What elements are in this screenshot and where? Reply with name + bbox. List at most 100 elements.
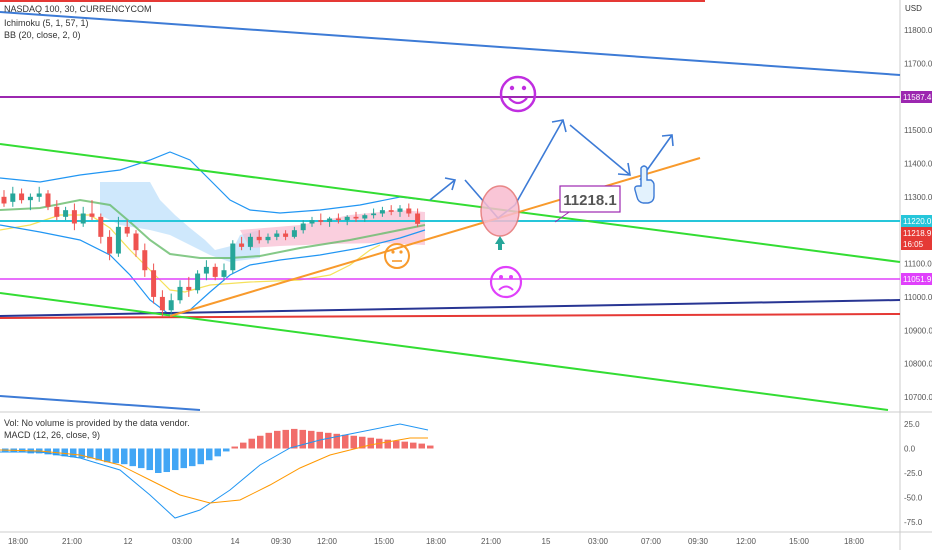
macd-bar [146,448,153,471]
macd-bar [410,442,417,449]
candle-body [335,218,341,221]
time-tick-label: 03:00 [588,537,609,546]
price-badge [901,91,932,103]
candle-body [27,196,33,201]
macd-bar [214,448,221,457]
green-up-arrow-icon [495,236,505,250]
price-badge-label: 11218.9 [903,229,932,238]
candle-body [221,270,227,277]
candle-body [212,266,218,277]
candle-body [54,206,60,217]
macd-bar [180,448,187,469]
macd-bar [223,448,230,452]
macd-tick-label: -25.0 [904,469,923,478]
price-badge [901,215,932,227]
macd-bar [104,448,111,463]
ichimoku-legend[interactable]: Ichimoku (5, 1, 57, 1) [4,18,89,28]
macd-bar [129,448,136,467]
macd-bar [163,448,170,473]
symbol-legend[interactable]: NASDAQ 100, 30, CURRENCYCOM [4,4,152,14]
sad-face-mouth [498,285,514,291]
orange-rising-trendline [169,157,701,317]
time-tick-label: 15:00 [374,537,395,546]
lower-blue-trendline [0,395,201,411]
macd-pane [0,423,434,519]
bollinger-bands [0,151,426,316]
time-tick-label: 18:00 [844,537,865,546]
price-tick-label: 11800.0 [904,26,932,35]
candle-body [36,193,42,197]
volume-note: Vol: No volume is provided by the data v… [4,418,190,428]
macd-bar [359,436,366,449]
macd-bar [189,448,196,467]
candle-body [362,215,368,219]
red-trendline [0,313,901,319]
upper-blue-trendline [0,11,901,76]
macd-bar [95,448,102,461]
candle-body [283,233,289,237]
macd-legend[interactable]: MACD (12, 26, close, 9) [4,430,101,440]
macd-bar [231,446,238,449]
macd-bar [384,439,391,449]
time-tick-label: 15 [542,537,551,546]
arrow-final-head [661,134,674,147]
candle-body [115,226,121,254]
macd-bar [61,448,68,457]
macd-bar [308,430,315,449]
macd-bar [342,434,349,449]
candle-body [142,250,148,271]
candle-body [256,236,262,241]
price-tick-label: 10700.0 [904,393,932,402]
price-tick-label: 11100.0 [904,260,932,269]
bb-lower [0,224,426,316]
candle-body [71,210,77,224]
neutral-face-eye [391,250,395,254]
macd-bar [87,448,94,459]
time-tick-label: 21:00 [62,537,83,546]
price-tick-label: 11000.0 [904,293,932,302]
currency-label[interactable]: USD [905,4,922,13]
price-badge [901,273,932,285]
candle-body [327,218,333,222]
arrow-rise-head [551,119,567,133]
macd-bar [138,448,145,469]
price-tick-label: 11300.0 [904,193,932,202]
green-channel-lower [0,292,889,411]
candle-body [168,300,174,311]
macd-bar [172,448,179,471]
time-tick-label: 18:00 [8,537,29,546]
macd-tick-label: -50.0 [904,494,923,503]
axes: 11800.0 11700.0 11500.0 11400.0 11300.0 11100… [8,26,932,546]
macd-bar [401,441,408,449]
hand-pointer-icon [634,165,655,204]
bb-legend[interactable]: BB (20, close, 2, 0) [4,30,81,40]
candle-body [309,220,315,224]
neutral-face-icon [384,243,410,269]
macd-bar [70,448,77,458]
price-callout-box [559,185,621,213]
time-tick-label: 12 [124,537,133,546]
time-tick-label: 18:00 [426,537,447,546]
candle-body [107,236,113,254]
time-tick-label: 21:00 [481,537,502,546]
price-tick-label: 10800.0 [904,360,932,369]
macd-bar [121,448,128,465]
macd-bar [299,429,306,449]
candle-body [397,208,403,212]
price-tick-label: 10900.0 [904,326,932,335]
macd-bar [427,445,434,449]
price-badge-label: 11051.9 [903,275,932,284]
sad-face-eye [509,275,513,279]
green-channel-upper [0,143,901,263]
price-badge-label: 11587.4 [903,93,932,102]
macd-bar [291,428,298,449]
signal-line [0,437,428,504]
candle-body [353,216,359,219]
candle-body [177,286,183,301]
price-badge [901,238,932,250]
candle-body [1,196,7,204]
candle-body [265,236,271,241]
macd-bar [206,448,213,461]
